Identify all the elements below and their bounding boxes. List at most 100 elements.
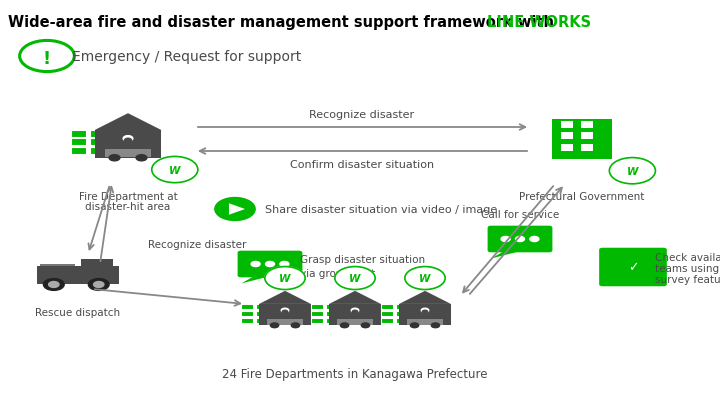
FancyBboxPatch shape: [238, 251, 302, 278]
Text: W: W: [626, 166, 638, 176]
Text: Rescue dispatch: Rescue dispatch: [35, 307, 120, 317]
Text: W: W: [419, 273, 431, 283]
FancyBboxPatch shape: [582, 133, 593, 140]
Circle shape: [43, 279, 64, 291]
FancyBboxPatch shape: [267, 319, 302, 325]
Polygon shape: [259, 291, 311, 304]
FancyBboxPatch shape: [256, 304, 268, 309]
FancyBboxPatch shape: [81, 260, 112, 270]
Text: Grasp disaster situation: Grasp disaster situation: [300, 254, 425, 264]
FancyBboxPatch shape: [599, 248, 667, 287]
FancyBboxPatch shape: [37, 267, 120, 284]
Text: Fire Department at: Fire Department at: [78, 191, 177, 202]
Text: Check available: Check available: [655, 252, 720, 262]
Polygon shape: [229, 204, 245, 215]
Text: LINE WORKS: LINE WORKS: [487, 15, 591, 30]
Polygon shape: [491, 251, 523, 259]
Circle shape: [49, 282, 59, 288]
Circle shape: [410, 323, 419, 328]
FancyBboxPatch shape: [326, 311, 338, 316]
FancyBboxPatch shape: [40, 265, 75, 267]
FancyBboxPatch shape: [552, 120, 612, 160]
FancyBboxPatch shape: [241, 304, 253, 309]
Text: Recognize disaster: Recognize disaster: [148, 239, 246, 249]
Circle shape: [352, 310, 358, 314]
Circle shape: [361, 323, 369, 328]
Circle shape: [292, 323, 300, 328]
FancyBboxPatch shape: [311, 304, 323, 309]
Text: survey feature: survey feature: [655, 274, 720, 284]
Circle shape: [136, 155, 147, 162]
Text: via group chat: via group chat: [300, 268, 375, 278]
Circle shape: [516, 237, 524, 242]
FancyBboxPatch shape: [397, 304, 408, 309]
Text: ✓: ✓: [628, 261, 638, 274]
FancyBboxPatch shape: [259, 304, 311, 326]
FancyBboxPatch shape: [338, 319, 372, 325]
FancyBboxPatch shape: [381, 304, 393, 309]
Circle shape: [123, 136, 133, 142]
FancyBboxPatch shape: [90, 139, 105, 146]
Text: 24 Fire Departments in Kanagawa Prefecture: 24 Fire Departments in Kanagawa Prefectu…: [222, 367, 487, 380]
Circle shape: [94, 282, 104, 288]
FancyBboxPatch shape: [94, 131, 161, 158]
Polygon shape: [241, 276, 274, 284]
Circle shape: [280, 262, 289, 267]
Text: W: W: [349, 273, 361, 283]
Circle shape: [282, 308, 289, 313]
FancyBboxPatch shape: [71, 139, 86, 146]
FancyBboxPatch shape: [71, 131, 86, 137]
Circle shape: [421, 308, 428, 313]
Circle shape: [89, 279, 109, 291]
Text: W: W: [169, 165, 181, 175]
Circle shape: [530, 237, 539, 242]
Text: Wide-area fire and disaster management support framework with: Wide-area fire and disaster management s…: [8, 15, 559, 30]
Circle shape: [405, 267, 445, 290]
FancyBboxPatch shape: [487, 226, 552, 253]
FancyBboxPatch shape: [256, 311, 268, 316]
Circle shape: [431, 323, 440, 328]
Circle shape: [423, 310, 428, 314]
Polygon shape: [399, 291, 451, 304]
FancyBboxPatch shape: [71, 148, 86, 154]
Text: Prefectural Government: Prefectural Government: [519, 191, 644, 202]
FancyBboxPatch shape: [562, 122, 573, 128]
Text: !: !: [43, 49, 51, 67]
Text: Recognize disaster: Recognize disaster: [310, 110, 415, 120]
Polygon shape: [329, 291, 381, 304]
Circle shape: [265, 267, 305, 290]
Circle shape: [271, 323, 279, 328]
FancyBboxPatch shape: [562, 144, 573, 151]
FancyBboxPatch shape: [408, 319, 443, 325]
Circle shape: [351, 308, 359, 313]
FancyBboxPatch shape: [399, 304, 451, 326]
FancyBboxPatch shape: [562, 133, 573, 140]
Circle shape: [609, 158, 655, 184]
Circle shape: [341, 323, 348, 328]
FancyBboxPatch shape: [397, 318, 408, 323]
Text: teams using: teams using: [655, 263, 719, 273]
Circle shape: [215, 198, 255, 221]
Text: W: W: [279, 273, 291, 283]
Polygon shape: [94, 114, 161, 131]
FancyBboxPatch shape: [329, 304, 381, 326]
FancyBboxPatch shape: [105, 150, 150, 157]
Circle shape: [282, 310, 288, 314]
FancyBboxPatch shape: [311, 318, 323, 323]
Circle shape: [152, 157, 198, 183]
FancyBboxPatch shape: [241, 318, 253, 323]
Text: Emergency / Request for support: Emergency / Request for support: [72, 50, 301, 64]
Circle shape: [125, 139, 132, 143]
FancyBboxPatch shape: [311, 311, 323, 316]
Text: Share disaster situation via video / image: Share disaster situation via video / ima…: [265, 204, 498, 214]
FancyBboxPatch shape: [397, 311, 408, 316]
FancyBboxPatch shape: [582, 144, 593, 151]
FancyBboxPatch shape: [381, 311, 393, 316]
FancyBboxPatch shape: [241, 311, 253, 316]
FancyBboxPatch shape: [582, 122, 593, 128]
Circle shape: [266, 262, 274, 267]
FancyBboxPatch shape: [326, 318, 338, 323]
FancyBboxPatch shape: [256, 318, 268, 323]
Circle shape: [335, 267, 375, 290]
FancyBboxPatch shape: [326, 304, 338, 309]
